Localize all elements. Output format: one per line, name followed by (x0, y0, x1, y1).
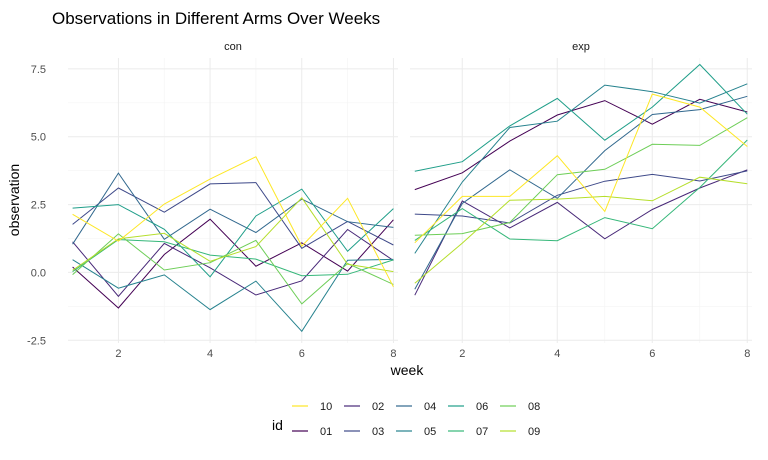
chart-title: Observations in Different Arms Over Week… (52, 9, 380, 28)
series-line-con-07 (72, 239, 394, 277)
legend-item-10: 10 (292, 401, 332, 413)
series-line-exp-10 (414, 93, 748, 244)
series-line-exp-09 (414, 176, 748, 284)
legend-label-09: 09 (528, 426, 540, 438)
series-line-exp-06 (414, 63, 748, 172)
series-line-con-06 (72, 188, 394, 278)
panel-con: con 2 4 6 8 -2.5 0.0 2.5 5.0 7.5 (27, 41, 398, 360)
legend-item-03: 03 (344, 426, 384, 438)
x-tick-label: 4 (207, 348, 213, 360)
y-tick-label: 5.0 (31, 132, 46, 144)
series-line-exp-02 (414, 169, 748, 296)
legend-item-05: 05 (396, 426, 436, 438)
legend-label-08: 08 (528, 401, 540, 413)
legend-item-08: 08 (500, 401, 540, 413)
panel-label-con: con (224, 41, 242, 53)
legend-item-04: 04 (396, 401, 436, 413)
x-tick-label: 2 (459, 348, 465, 360)
x-axis-title: week (390, 362, 425, 378)
legend-label-05: 05 (424, 426, 436, 438)
series-line-con-03 (72, 182, 394, 249)
series-line-exp-01 (414, 98, 748, 191)
y-axis-title: observation (6, 164, 22, 236)
x-tick-label: 8 (390, 348, 396, 360)
legend-label-04: 04 (424, 401, 436, 413)
legend: id 10 01 02 03 04 05 06 07 08 09 (272, 401, 540, 438)
series-line-exp-07 (414, 139, 748, 242)
legend-label-06: 06 (476, 401, 488, 413)
series-line-exp-08 (414, 117, 748, 236)
x-tick-label: 6 (299, 348, 305, 360)
series-line-con-02 (72, 228, 394, 298)
legend-label-03: 03 (372, 426, 384, 438)
y-tick-label: 7.5 (31, 64, 46, 76)
series-line-con-04 (72, 172, 394, 245)
y-tick-label: -2.5 (27, 335, 46, 347)
legend-label-01: 01 (320, 426, 332, 438)
series-line-exp-03 (414, 170, 748, 224)
legend-label-02: 02 (372, 401, 384, 413)
legend-label-10: 10 (320, 401, 332, 413)
series-line-exp-04 (414, 95, 748, 290)
series-line-exp-05 (414, 83, 748, 254)
panel-exp: exp 2 4 6 8 (410, 41, 752, 360)
legend-item-07: 07 (448, 426, 488, 438)
series-line-con-05 (72, 258, 394, 333)
y-tick-label: 2.5 (31, 200, 46, 212)
legend-item-09: 09 (500, 426, 540, 438)
legend-title: id (272, 417, 283, 433)
series-line-con-10 (72, 156, 394, 288)
panel-label-exp: exp (572, 41, 590, 53)
x-tick-label: 2 (115, 348, 121, 360)
x-tick-label: 4 (554, 348, 560, 360)
legend-item-06: 06 (448, 401, 488, 413)
legend-item-02: 02 (344, 401, 384, 413)
x-tick-label: 8 (744, 348, 750, 360)
legend-item-01: 01 (292, 426, 332, 438)
series-line-con-08 (72, 233, 394, 305)
series-line-con-01 (72, 218, 394, 309)
series-line-con-09 (72, 197, 394, 273)
legend-label-07: 07 (476, 426, 488, 438)
y-tick-label: 0.0 (31, 267, 46, 279)
x-tick-label: 6 (649, 348, 655, 360)
